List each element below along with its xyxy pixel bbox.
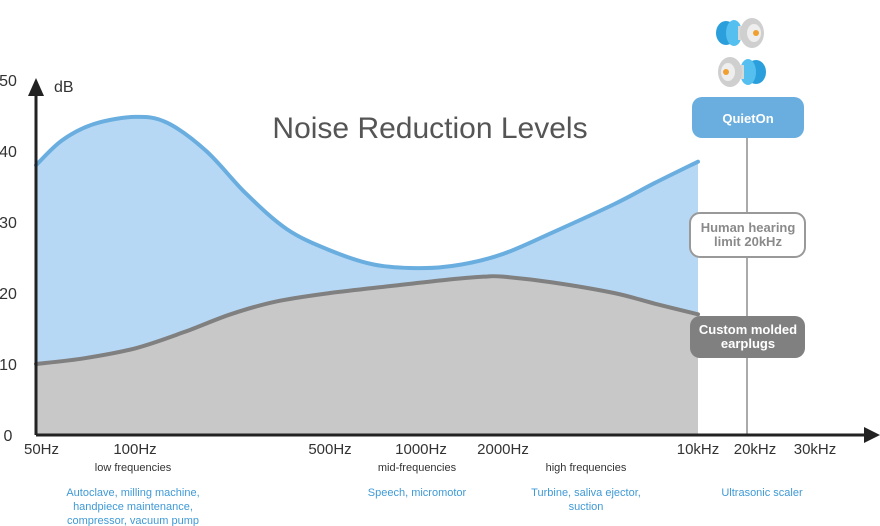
y-tick-label: 40	[0, 144, 17, 161]
x-tick-label: 20kHz	[734, 441, 777, 458]
x-tick-label: 100Hz	[113, 441, 156, 458]
y-tick-label: 30	[0, 215, 17, 232]
frequency-bands: low frequencies Autoclave, milling machin…	[66, 462, 803, 526]
chart-areas	[34, 114, 700, 436]
y-axis-ticks: 0 10 20 30 40 50	[0, 73, 17, 445]
product-icons	[716, 18, 766, 87]
molded-label: Custom molded	[699, 322, 797, 337]
band-example: Autoclave, milling machine,	[66, 487, 199, 499]
molded-label-badge	[690, 316, 805, 358]
x-tick-label: 500Hz	[308, 441, 351, 458]
human-limit-badge	[689, 212, 806, 258]
band-example: Ultrasonic scaler	[721, 487, 803, 499]
band-example: Turbine, saliva ejector,	[531, 487, 641, 499]
x-axis-arrow-icon	[864, 427, 880, 443]
series-line-0	[34, 114, 700, 271]
band-example: compressor, vacuum pump	[67, 515, 199, 526]
chart-title: Noise Reduction Levels	[272, 112, 587, 145]
axes	[28, 78, 880, 443]
human-limit-label: Human hearing	[701, 220, 796, 235]
y-tick-label: 10	[0, 357, 17, 374]
band-example: suction	[569, 501, 604, 513]
human-limit-label: limit 20kHz	[714, 234, 782, 249]
band-label: mid-frequencies	[378, 462, 457, 474]
band-label: high frequencies	[546, 462, 627, 474]
quieton-label-badge	[692, 97, 804, 138]
y-tick-label: 0	[4, 428, 13, 445]
y-axis-unit: dB	[54, 79, 74, 96]
x-tick-label: 2000Hz	[477, 441, 529, 458]
series-area-1	[36, 276, 698, 435]
band-example: handpiece maintenance,	[73, 501, 193, 513]
x-axis-ticks: 50Hz 100Hz 500Hz 1000Hz 2000Hz 10kHz 20kHz 30kH…	[24, 441, 836, 458]
molded-label: earplugs	[721, 336, 775, 351]
x-tick-label: 50Hz	[24, 441, 59, 458]
earplug-icon	[718, 57, 766, 87]
x-tick-label: 30kHz	[794, 441, 837, 458]
y-axis-arrow-icon	[28, 78, 44, 96]
series-line-1	[34, 274, 700, 366]
y-tick-label: 50	[0, 73, 17, 90]
quieton-label: QuietOn	[722, 111, 773, 126]
x-tick-label: 10kHz	[677, 441, 720, 458]
band-label: low frequencies	[95, 462, 172, 474]
band-example: Speech, micromotor	[368, 487, 467, 499]
x-tick-label: 1000Hz	[395, 441, 447, 458]
earplug-icon	[716, 18, 764, 48]
y-tick-label: 20	[0, 286, 17, 303]
